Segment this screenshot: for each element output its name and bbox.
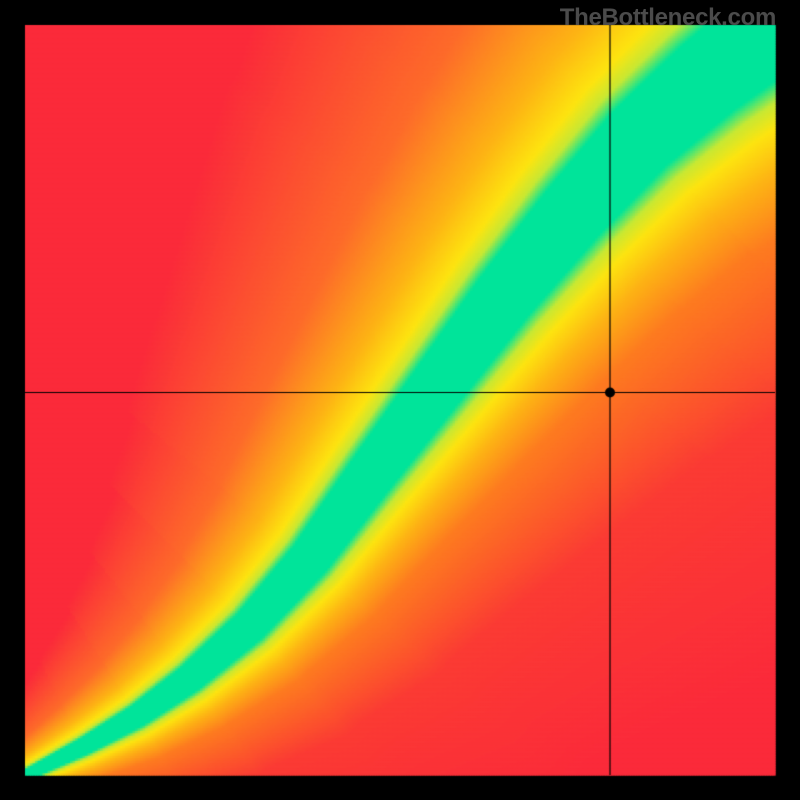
watermark: TheBottleneck.com (560, 4, 776, 32)
bottleneck-heatmap (0, 0, 800, 800)
chart-container: TheBottleneck.com (0, 0, 800, 800)
